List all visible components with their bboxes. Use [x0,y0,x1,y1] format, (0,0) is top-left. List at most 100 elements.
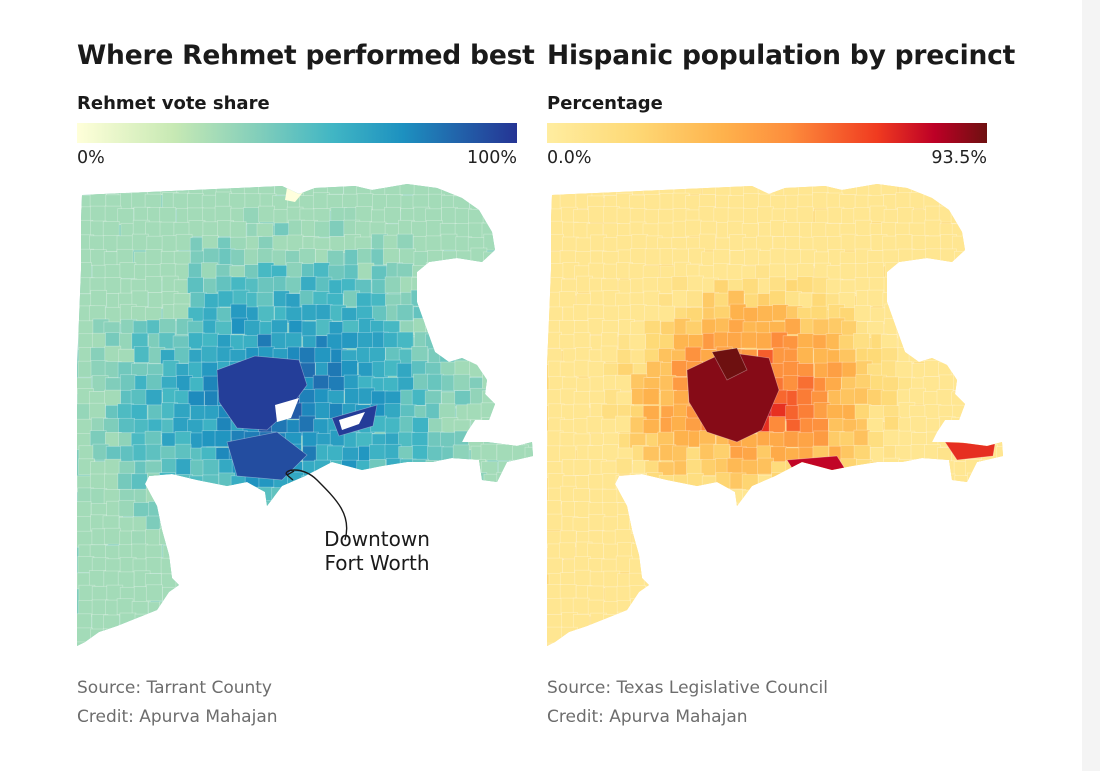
precinct-cell [103,527,121,545]
precinct-cell [910,416,927,433]
precinct-cell [938,627,956,644]
precinct-cell [644,514,662,532]
precinct-cell [384,473,401,491]
precinct-cell [188,584,206,601]
precinct-cell [469,569,487,587]
precinct-cell [965,501,983,519]
precinct-cell [771,612,788,629]
precinct-cell [525,276,533,293]
precinct-cell [953,319,971,337]
precinct-cell [103,570,121,588]
precinct-cell [285,332,303,350]
precinct-cell [852,530,870,548]
precinct-cell [785,558,803,576]
precinct-cell [884,262,902,279]
precinct-cell [755,528,773,546]
precinct-cell [88,570,106,587]
precinct-cell [895,234,913,251]
precinct-cell [440,583,458,601]
precinct-cell [657,501,675,518]
precinct-cell [642,445,660,463]
precinct-cell [699,599,717,617]
precinct-cell [687,275,704,293]
precinct-cell [455,584,473,602]
precinct-cell [146,373,164,391]
precinct-cell [470,517,487,534]
precinct-cell [586,416,604,433]
precinct-cell [909,629,927,646]
precinct-cell [356,502,374,520]
precinct-cell [425,586,442,604]
precinct-cell [257,277,275,294]
precinct-cell [497,375,515,392]
precinct-cell [286,530,304,548]
precinct-cell [480,615,498,633]
precinct-cell [370,613,388,631]
precinct-cell [159,472,176,489]
precinct-cell [412,613,430,630]
precinct-cell [909,643,926,646]
precinct-cell [841,586,858,604]
precinct-cell [867,613,885,630]
precinct-cell [482,626,500,643]
precinct-cell [483,321,501,339]
precinct-cell [729,543,747,560]
precinct-cell [656,545,674,562]
precinct-cell [712,585,730,603]
precinct-cell [699,544,717,561]
precinct-cell [672,516,690,533]
precinct-cell [314,220,331,238]
precinct-cell [246,545,263,563]
precinct-cell [603,305,621,323]
precinct-cell [159,516,177,534]
precinct-cell [954,626,971,644]
precinct-cell [525,459,533,477]
precinct-cell [700,583,717,601]
precinct-cell [562,640,580,646]
precinct-cell [90,184,108,197]
precinct-cell [673,598,691,616]
precinct-cell [910,600,927,618]
precinct-cell [497,318,514,336]
precinct-cell [726,457,744,475]
precinct-cell [243,503,261,520]
precinct-cell [470,586,488,604]
precinct-cell [559,361,577,379]
precinct-cell [558,291,576,308]
precinct-cell [189,614,207,632]
precinct-cell [812,529,829,547]
precinct-cell [547,598,563,615]
precinct-cell [953,503,971,521]
precinct-cell [645,502,663,519]
precinct-cell [953,250,971,268]
precinct-cell [77,262,92,279]
precinct-cell [995,587,1003,604]
precinct-cell [981,346,999,363]
precinct-cell [912,587,930,605]
precinct-cell [937,641,955,646]
precinct-cell [910,503,928,520]
precinct-cell [287,486,304,503]
precinct-cell [231,627,248,644]
precinct-cell [714,598,732,615]
precinct-cell [769,601,786,618]
precinct-cell [77,501,92,519]
precinct-cell [810,571,828,589]
precinct-cell [854,404,872,421]
precinct-cell [257,513,275,531]
left-credit: Credit: Apurva Mahajan [77,707,278,727]
right-map-title: Hispanic population by precinct [547,40,1016,71]
precinct-cell [770,514,788,531]
precinct-cell [839,500,857,517]
precinct-cell [968,530,985,547]
precinct-cell [397,489,414,506]
precinct-cell [547,233,564,251]
precinct-cell [856,627,873,645]
precinct-cell [215,275,233,293]
precinct-cell [470,419,488,436]
precinct-cell [438,615,456,632]
precinct-cell [827,613,844,630]
precinct-cell [371,629,389,646]
precinct-cell [559,192,577,210]
precinct-cell [938,320,956,338]
